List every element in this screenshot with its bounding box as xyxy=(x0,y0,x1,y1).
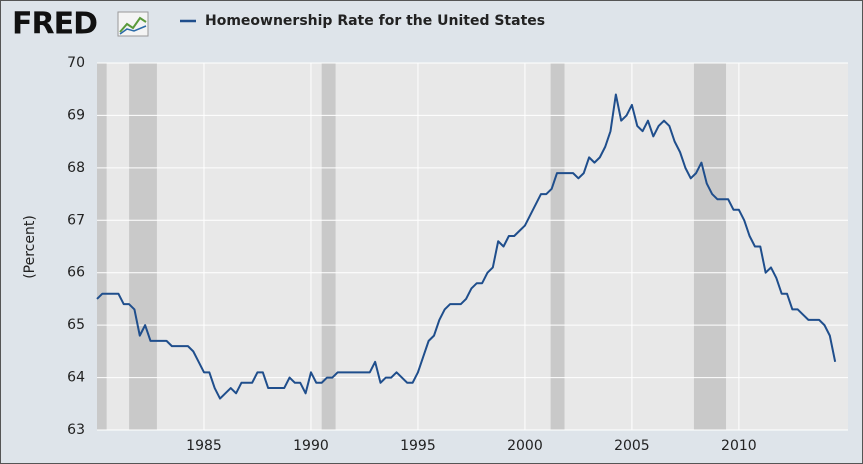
x-tick-label: 2005 xyxy=(614,438,650,454)
recession-band xyxy=(321,63,336,430)
recession-band xyxy=(129,63,157,430)
y-tick-label: 67 xyxy=(67,212,85,228)
y-tick-label: 69 xyxy=(67,107,85,123)
y-tick-label: 70 xyxy=(67,55,85,71)
y-tick-label: 65 xyxy=(67,317,85,333)
x-tick-label: 1990 xyxy=(293,438,329,454)
y-tick-label: 68 xyxy=(67,160,85,176)
x-tick-label: 2000 xyxy=(507,438,543,454)
data-line xyxy=(96,93,837,400)
x-tick-label: 1995 xyxy=(400,438,436,454)
x-tick-label: 1985 xyxy=(186,438,222,454)
x-tick-label: 2010 xyxy=(721,438,757,454)
y-tick-label: 64 xyxy=(67,370,85,386)
recession-band xyxy=(97,63,107,430)
y-tick-label: 66 xyxy=(67,265,85,281)
y-axis-label: (Percent) xyxy=(22,215,38,279)
y-tick-label: 63 xyxy=(67,422,85,438)
legend-label: Homeownership Rate for the United States xyxy=(205,13,545,29)
logo-icon xyxy=(117,11,149,37)
recession-band xyxy=(693,63,727,430)
recession-band xyxy=(550,63,565,430)
logo: FRED xyxy=(12,7,97,42)
